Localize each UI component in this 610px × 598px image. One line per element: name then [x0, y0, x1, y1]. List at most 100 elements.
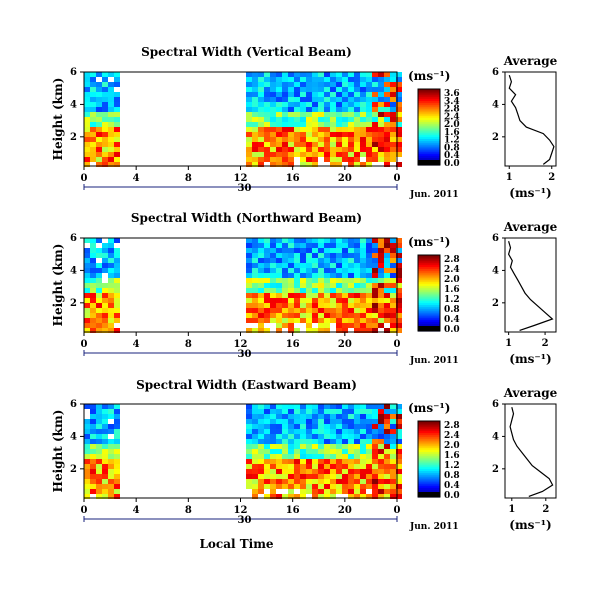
colorbar-swatch [418, 274, 440, 277]
heatmap-cell [258, 268, 264, 273]
heatmap-cell [276, 107, 282, 112]
heatmap-cell [390, 474, 396, 479]
heatmap-cell [360, 469, 366, 474]
colorbar-tick-label: 0.0 [444, 325, 460, 335]
heatmap-cell [324, 142, 330, 147]
heatmap-cell [246, 298, 252, 303]
heatmap-cell [288, 414, 294, 419]
heatmap-cell [270, 288, 276, 293]
heatmap-cell [102, 434, 108, 439]
heatmap-cell [360, 479, 366, 484]
heatmap-cell [246, 112, 252, 117]
heatmap-cell [354, 313, 360, 318]
heatmap-cell [294, 253, 300, 258]
heatmap-cell [330, 479, 336, 484]
panel-3: Spectral Width (Eastward Beam)246Height … [51, 378, 558, 551]
profile-y-tick-label: 2 [492, 298, 499, 309]
heatmap-cell [378, 137, 384, 142]
heatmap-cell [354, 434, 360, 439]
heatmap-cell [318, 494, 324, 499]
heatmap-cell [264, 454, 270, 459]
heatmap-cell [390, 278, 396, 283]
heatmap-cell [288, 459, 294, 464]
heatmap-cell [378, 479, 384, 484]
heatmap-cell [282, 72, 288, 77]
colorbar-swatch [418, 421, 440, 424]
heatmap-cell [336, 147, 342, 152]
heatmap-cell [282, 147, 288, 152]
heatmap-cell [306, 323, 312, 328]
heatmap-cell [114, 313, 120, 318]
heatmap-cell [384, 87, 390, 92]
colorbar-swatch [418, 306, 440, 309]
heatmap-cell [294, 454, 300, 459]
heatmap-cell [312, 313, 318, 318]
heatmap-cell [396, 288, 402, 293]
heatmap-cell [318, 489, 324, 494]
heatmap-cell [96, 72, 102, 77]
heatmap-cell [378, 112, 384, 117]
heatmap-cell [366, 439, 372, 444]
heatmap-cell [294, 273, 300, 278]
heatmap-cell [372, 318, 378, 323]
heatmap-cell [96, 469, 102, 474]
heatmap-cell [264, 308, 270, 313]
heatmap-cell [264, 147, 270, 152]
heatmap-cell [312, 429, 318, 434]
heatmap-cell [294, 494, 300, 499]
heatmap-cell [252, 489, 258, 494]
heatmap-cell [258, 152, 264, 157]
heatmap-cell [378, 253, 384, 258]
heatmap-cell [270, 248, 276, 253]
heatmap-cell [390, 248, 396, 253]
heatmap-cell [378, 273, 384, 278]
heatmap-cell [354, 258, 360, 263]
heatmap-cell [108, 152, 114, 157]
heatmap-cell [396, 484, 402, 489]
heatmap-cell [336, 424, 342, 429]
heatmap-cell [342, 479, 348, 484]
heatmap-cell [360, 127, 366, 132]
heatmap-cell [390, 424, 396, 429]
heatmap-cell [384, 127, 390, 132]
heatmap-cell [264, 87, 270, 92]
heatmap-cell [396, 127, 402, 132]
heatmap-cell [96, 87, 102, 92]
heatmap-cell [246, 444, 252, 449]
heatmap-cell [312, 157, 318, 162]
heatmap-cell [114, 238, 120, 243]
heatmap-cell [84, 77, 90, 82]
heatmap-cell [354, 142, 360, 147]
heatmap-cell [102, 454, 108, 459]
colorbar-tick-label: 2.4 [444, 265, 460, 275]
heatmap-cell [342, 273, 348, 278]
heatmap-cell [282, 132, 288, 137]
heatmap-cell [390, 132, 396, 137]
heatmap-cell [390, 449, 396, 454]
heatmap-cell [372, 107, 378, 112]
heatmap-cell [258, 318, 264, 323]
heatmap-cell [264, 92, 270, 97]
heatmap-cell [276, 298, 282, 303]
heatmap-cell [270, 253, 276, 258]
heatmap-cell [288, 238, 294, 243]
heatmap-cell [378, 494, 384, 499]
x-tick-label: 4 [133, 505, 140, 516]
heatmap-cell [372, 469, 378, 474]
heatmap-cell [336, 127, 342, 132]
heatmap-cell [372, 293, 378, 298]
heatmap-cell [264, 288, 270, 293]
heatmap-cell [354, 424, 360, 429]
heatmap-cell [288, 404, 294, 409]
profile-y-tick-label: 6 [492, 399, 499, 410]
heatmap-cell [258, 293, 264, 298]
heatmap-cell [246, 117, 252, 122]
heatmap-cell [366, 484, 372, 489]
colorbar-tick-label: 1.6 [444, 128, 460, 138]
heatmap-cell [396, 414, 402, 419]
heatmap-cell [318, 404, 324, 409]
heatmap-cell [294, 419, 300, 424]
heatmap-cell [324, 313, 330, 318]
date-label: Jun. 2011 [409, 190, 459, 200]
heatmap-cell [90, 419, 96, 424]
